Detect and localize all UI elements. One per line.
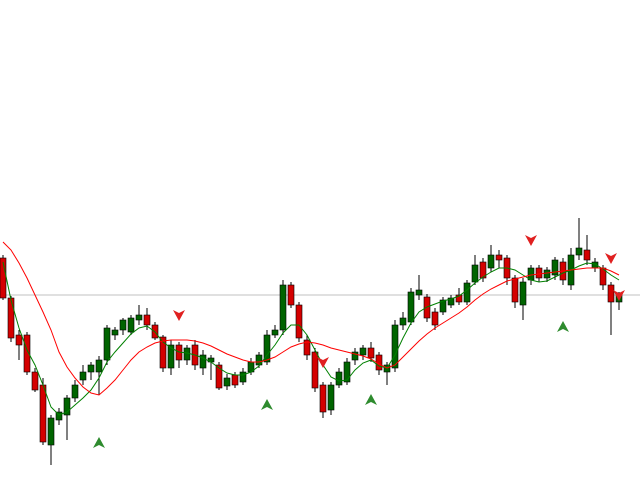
candle-body [359, 347, 367, 356]
candle-body [39, 384, 47, 443]
candle-body [535, 267, 543, 279]
buy-signal [365, 394, 377, 405]
candle-body [311, 351, 319, 389]
candle-body [127, 317, 135, 333]
candle-body [479, 261, 487, 279]
candle-body [71, 384, 79, 399]
candle-body [103, 327, 111, 361]
sell-signal [525, 235, 537, 246]
sell-signal [173, 310, 185, 321]
candle-body [167, 344, 175, 369]
candle-body [7, 297, 15, 339]
candle-body [95, 359, 103, 373]
sell-signal [613, 290, 625, 301]
candle-body [255, 354, 263, 366]
candle-body [415, 289, 423, 296]
sell-signal [317, 357, 329, 368]
candle-body [351, 351, 359, 361]
buy-signal [261, 399, 273, 410]
candle-body [543, 269, 551, 279]
candle-body [519, 281, 527, 306]
candle-body [223, 377, 231, 387]
candle-body [319, 384, 327, 413]
candle-body [231, 374, 239, 386]
candle-body [367, 347, 375, 359]
candle-body [495, 254, 503, 261]
candle-body [239, 371, 247, 383]
candle-body [263, 334, 271, 363]
buy-signal [93, 437, 105, 448]
candle-body [575, 247, 583, 256]
candle-body [215, 364, 223, 389]
candle-body [303, 339, 311, 356]
candle-body [407, 291, 415, 323]
candle-body [487, 254, 495, 269]
candle-body [511, 277, 519, 303]
candle-body [327, 384, 335, 411]
candle-body [431, 311, 439, 326]
candle-body [455, 294, 463, 303]
candle-body [55, 411, 63, 421]
candle-body [119, 319, 127, 331]
candle-body [199, 354, 207, 369]
candle-body [31, 371, 39, 391]
candle-body [271, 329, 279, 336]
candle-body [79, 371, 87, 381]
candle-body [23, 334, 31, 373]
candle-body [551, 259, 559, 276]
moving-average [2, 241, 620, 396]
candle-body [447, 297, 455, 306]
candle-body [391, 324, 399, 369]
candle-body [87, 364, 95, 373]
candle-body [463, 282, 471, 303]
candle-body [287, 284, 295, 306]
candle-body [63, 397, 71, 416]
candle-body [295, 304, 303, 339]
candle-body [143, 314, 151, 326]
candle-body [607, 284, 615, 303]
candle-body [335, 371, 343, 386]
buy-signal [557, 321, 569, 332]
candle-body [399, 317, 407, 326]
candle-body [279, 284, 287, 331]
candle-body [583, 249, 591, 261]
candle-body [343, 361, 351, 383]
candle-body [47, 417, 55, 446]
candle-body [15, 334, 23, 346]
candle-body [159, 336, 167, 369]
candle-body [111, 329, 119, 336]
sell-signal [605, 253, 617, 264]
candle-body [135, 314, 143, 321]
candle-body [439, 299, 447, 313]
candle-body [471, 264, 479, 283]
moving-average [2, 261, 620, 416]
